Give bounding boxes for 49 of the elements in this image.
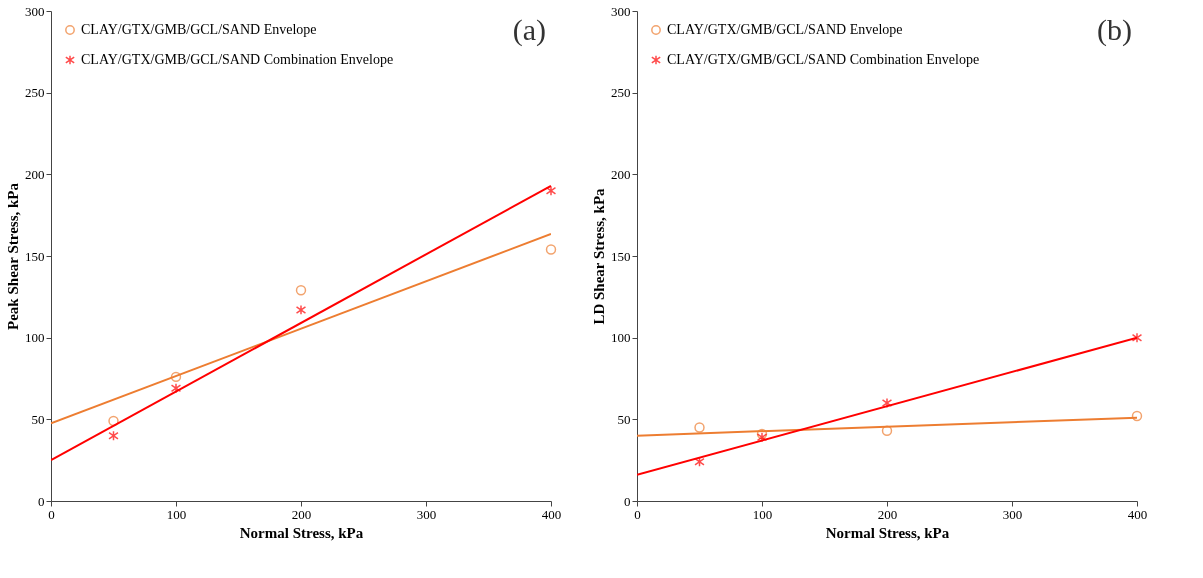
point <box>1131 410 1143 422</box>
y-tick-label: 0 <box>38 493 45 509</box>
point <box>295 285 307 296</box>
point <box>545 244 557 255</box>
point <box>1131 332 1143 343</box>
annotation: (a) <box>512 13 546 47</box>
x-tick-label: 100 <box>752 506 773 522</box>
x-tick-label: 200 <box>291 506 312 522</box>
legend-label: CLAY/GTX/GMB/GCL/SAND Envelope <box>667 22 903 37</box>
y-tick-label: 200 <box>611 166 631 182</box>
x-axis-title: Normal Stress, kPa <box>825 524 950 541</box>
point <box>694 422 705 433</box>
x-tick-label: 0 <box>48 506 55 522</box>
point <box>881 425 893 436</box>
point <box>756 428 768 440</box>
point <box>108 415 119 427</box>
point <box>545 185 557 196</box>
annotation: (b) <box>1097 13 1132 47</box>
point <box>170 383 182 394</box>
y-tick-label: 50 <box>31 411 45 427</box>
point <box>756 432 768 443</box>
y-tick-label: 150 <box>611 248 631 264</box>
x-tick-label: 0 <box>634 506 641 522</box>
x-tick-label: 100 <box>166 506 187 522</box>
y-tick-label: 300 <box>611 3 631 19</box>
x-axis-title: Normal Stress, kPa <box>239 524 364 541</box>
point <box>170 371 182 383</box>
x-tick-label: 200 <box>877 506 898 522</box>
y-tick-label: 0 <box>624 493 631 509</box>
x-tick-label: 300 <box>1002 506 1023 522</box>
point <box>295 304 307 316</box>
y-tick-label: 300 <box>25 3 45 19</box>
legend-label: CLAY/GTX/GMB/GCL/SAND Envelope <box>81 22 317 37</box>
y-axis-title: LD Shear Stress, kPa <box>591 187 607 325</box>
y-axis-title: Peak Shear Stress, kPa <box>5 182 21 330</box>
legend-label: CLAY/GTX/GMB/GCL/SAND Combination Envelope <box>667 52 980 67</box>
point <box>108 430 119 441</box>
y-tick-label: 50 <box>617 411 631 427</box>
x-tick-label: 400 <box>1127 506 1148 522</box>
x-tick-label: 300 <box>416 506 437 522</box>
y-tick-label: 250 <box>611 85 631 101</box>
y-tick-label: 100 <box>611 330 631 346</box>
legend-label: CLAY/GTX/GMB/GCL/SAND Combination Envelope <box>81 52 394 67</box>
y-tick-label: 250 <box>25 85 45 101</box>
y-tick-label: 100 <box>25 330 45 346</box>
point <box>881 397 893 409</box>
y-tick-label: 200 <box>25 166 45 182</box>
y-tick-label: 150 <box>25 248 45 264</box>
x-tick-label: 400 <box>541 506 562 522</box>
